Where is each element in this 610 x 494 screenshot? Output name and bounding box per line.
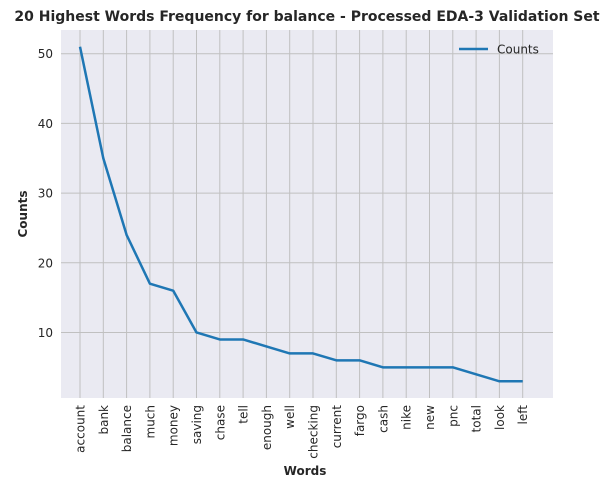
x-tick-label-enough: enough [260,405,274,450]
data-point-fargo [359,359,361,361]
x-tick-label-look: look [493,405,507,430]
chart-title: 20 Highest Words Frequency for balance -… [14,9,599,25]
grid-lines [61,30,553,398]
x-tick-label-checking: checking [307,405,321,459]
y-tick-label-20: 20 [38,256,53,270]
data-point-pnc [452,366,454,368]
x-tick-label-cash: cash [376,405,390,433]
x-tick-label-chase: chase [213,405,227,440]
series-line-0 [78,46,523,383]
y-axis-label: Counts [16,190,30,237]
data-point-chase [219,338,221,340]
y-axis-ticks: 10 20 30 40 50 [38,47,53,340]
x-tick-label-nike: nike [400,405,414,430]
x-tick-label-account: account [74,405,88,453]
x-axis-ticks: account bank balance much money saving chase te… [74,405,531,459]
x-tick-label-tell: tell [237,405,251,424]
y-tick-label-30: 30 [38,187,53,201]
data-point-nike [405,366,407,368]
series-layer [78,46,524,383]
y-tick-label-50: 50 [38,47,53,61]
x-tick-label-balance: balance [120,405,134,452]
x-tick-label-new: new [423,405,437,430]
data-point-current [335,359,337,361]
data-point-much [149,283,151,285]
data-point-tell [242,338,244,340]
data-point-new [429,366,431,368]
y-tick-label-40: 40 [38,117,53,131]
legend-label-counts: Counts [497,43,539,57]
x-tick-label-fargo: fargo [353,405,367,436]
x-tick-label-bank: bank [97,405,111,435]
plot-area [61,30,553,398]
data-point-enough [265,345,267,347]
legend: Counts [459,43,539,57]
data-point-checking [312,352,314,354]
data-point-left [522,380,524,382]
data-point-well [289,352,291,354]
data-point-account [79,46,81,48]
data-point-look [498,380,500,382]
y-tick-label-10: 10 [38,326,53,340]
x-tick-label-saving: saving [190,405,204,444]
x-tick-label-total: total [470,405,484,432]
data-point-bank [102,157,104,159]
x-tick-label-money: money [167,405,181,446]
data-point-total [475,373,477,375]
x-tick-label-current: current [330,405,344,449]
data-point-balance [126,234,128,236]
data-point-saving [196,331,198,333]
x-tick-label-much: much [143,405,157,439]
x-tick-label-pnc: pnc [446,405,460,427]
x-tick-label-left: left [516,405,530,425]
data-point-money [172,290,174,292]
x-axis-label: Words [284,464,327,478]
x-tick-label-well: well [283,405,297,429]
data-point-cash [382,366,384,368]
